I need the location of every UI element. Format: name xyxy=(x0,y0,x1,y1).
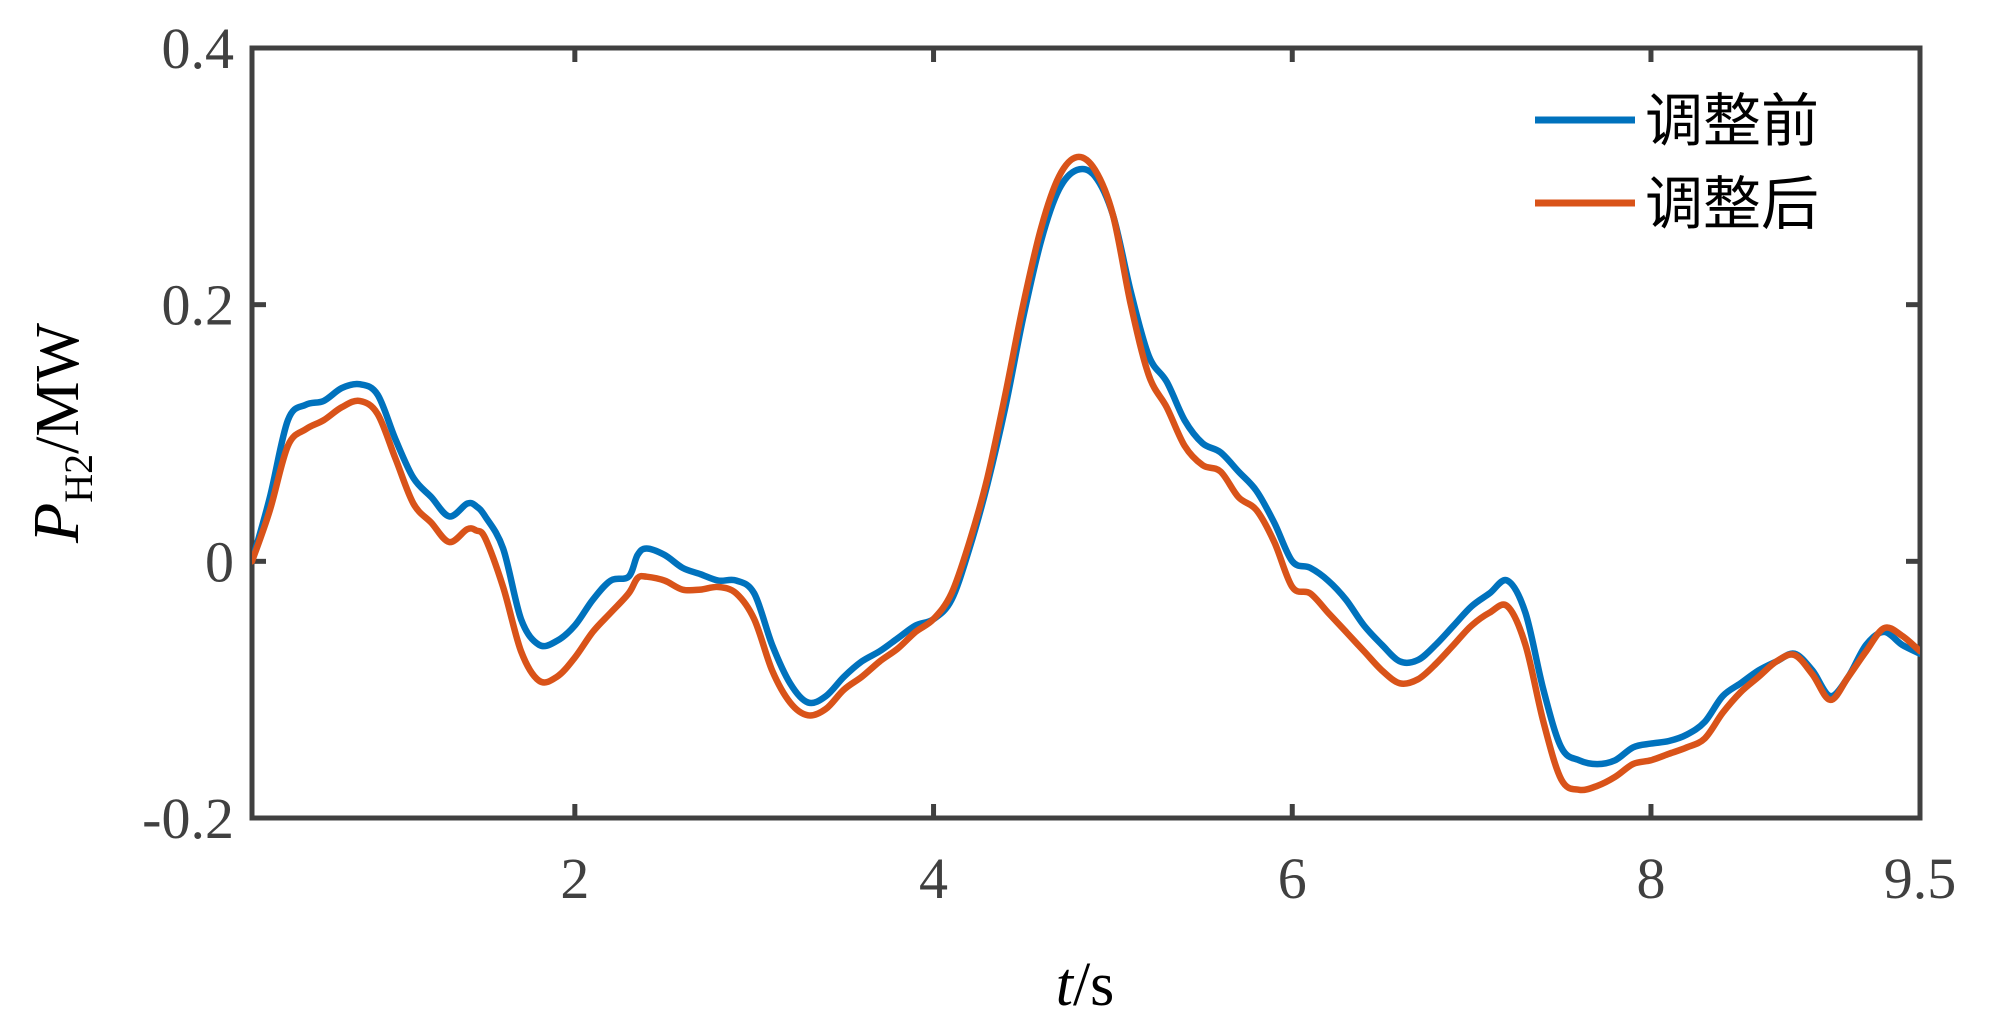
y-tick-label: -0.2 xyxy=(142,786,234,851)
plot-frame xyxy=(249,45,1923,821)
series-line-after xyxy=(252,153,1920,794)
legend-label-before: 调整前 xyxy=(1645,87,1819,155)
x-tick-label: 2 xyxy=(560,846,589,911)
x-axis-label: t/s xyxy=(1056,951,1115,1019)
series-line-before xyxy=(252,165,1920,768)
y-tick-label: 0.2 xyxy=(162,273,235,338)
y-axis-label-unit: /MW xyxy=(24,322,92,453)
series-layer xyxy=(252,153,1920,794)
x-tick-label: 9.5 xyxy=(1884,846,1957,911)
x-tick-label: 4 xyxy=(919,846,948,911)
axis-tick-labels: 2 4 6 8 9.5 -0.2 0 0.2 0.4 xyxy=(142,16,1956,911)
y-axis-label-symbol: P xyxy=(20,503,93,544)
y-tick-label: 0 xyxy=(205,529,234,594)
x-tick-label: 6 xyxy=(1278,846,1307,911)
y-axis-label: PH2/MW xyxy=(20,322,101,544)
legend-label-after: 调整后 xyxy=(1645,170,1819,238)
x-axis-label-unit: /s xyxy=(1073,951,1114,1019)
x-tick-label: 8 xyxy=(1636,846,1665,911)
y-tick-label: 0.4 xyxy=(162,16,235,81)
legend: 调整前 调整后 xyxy=(1535,87,1819,238)
y-axis-label-subscript: H2 xyxy=(56,454,101,503)
x-axis-label-symbol: t xyxy=(1056,951,1075,1019)
